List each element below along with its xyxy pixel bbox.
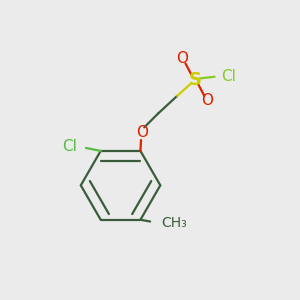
Text: O: O [136, 125, 148, 140]
Text: O: O [201, 93, 213, 108]
Text: O: O [176, 51, 188, 66]
Text: S: S [188, 71, 201, 89]
Text: Cl: Cl [221, 69, 236, 84]
Text: Cl: Cl [62, 139, 77, 154]
Text: CH₃: CH₃ [161, 216, 187, 230]
